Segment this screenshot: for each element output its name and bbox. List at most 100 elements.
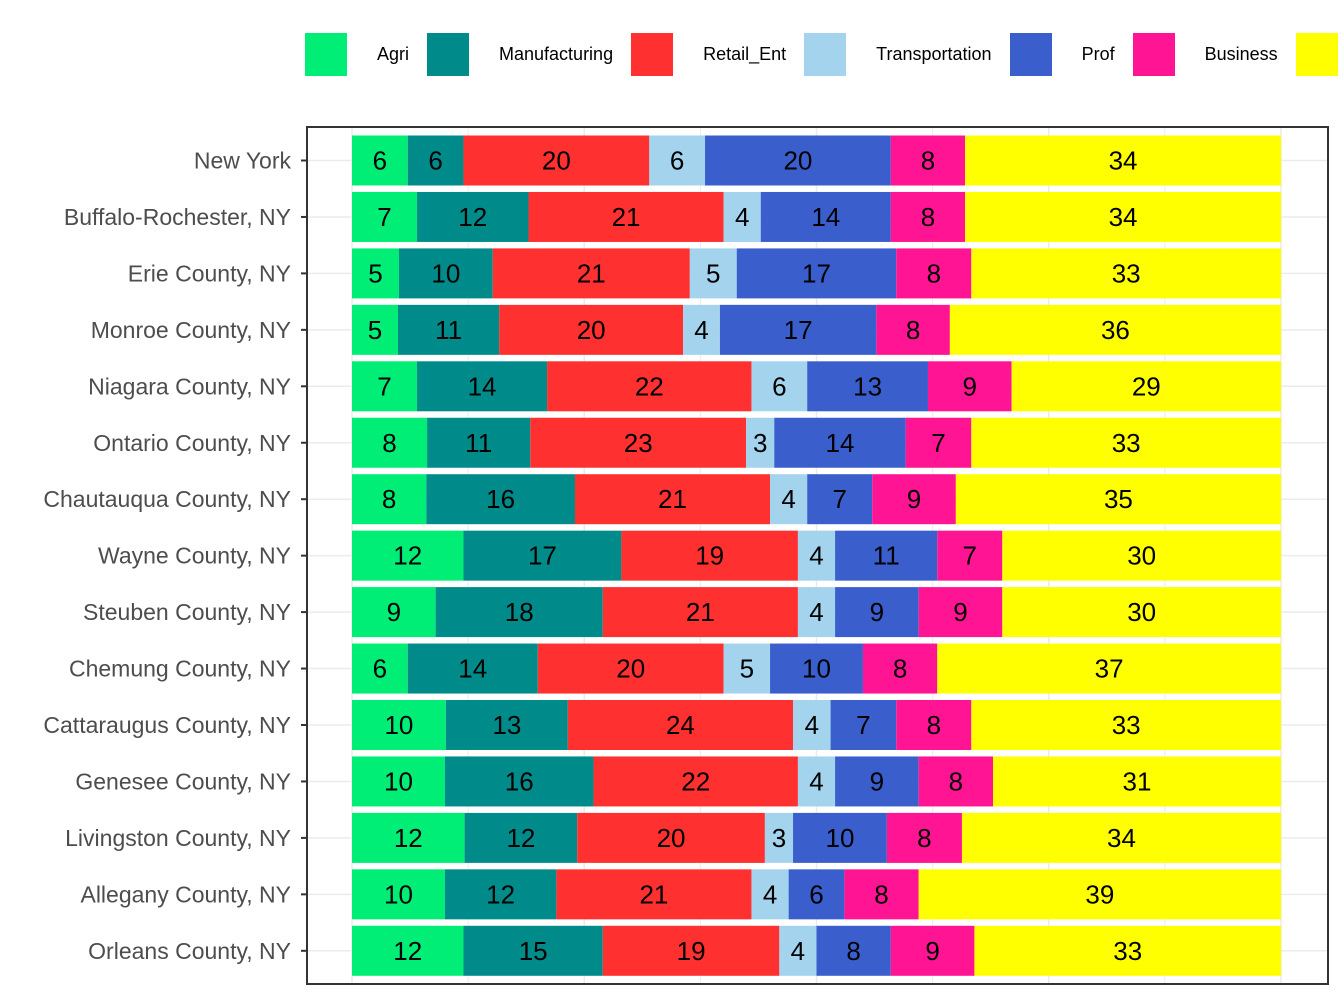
data-label: 9 [953,597,967,627]
bar-segment [779,925,817,976]
data-label: 13 [853,371,882,401]
data-label: 36 [1101,315,1130,345]
y-tick-label: Orleans County, NY [88,938,291,964]
data-label: 33 [1112,710,1141,740]
data-label: 12 [486,879,515,909]
bar-segment [407,643,538,694]
bar-segment [927,361,1012,412]
y-tick-label: Ontario County, NY [93,430,291,456]
bar-segment [719,304,877,355]
data-label: 34 [1107,823,1136,853]
bar-segment [751,869,789,920]
legend-item: Manufacturing [427,33,613,76]
bar-segment [463,925,603,976]
data-label: 8 [382,484,396,514]
data-label: 4 [809,766,823,796]
data-label: 24 [666,710,695,740]
bar-segment [974,925,1281,976]
data-label: 35 [1104,484,1133,514]
data-label: 4 [791,936,805,966]
bar-segment [764,812,794,863]
bar-segment [352,643,408,694]
data-label: 12 [394,823,423,853]
data-label: 9 [870,597,884,627]
bar-segment [816,925,891,976]
data-label: 17 [802,258,831,288]
data-label: 8 [917,823,931,853]
legend: Agri Manufacturing Retail_Ent Transportatio… [305,33,1344,76]
bar-segment [835,530,938,581]
data-label: 6 [428,146,442,176]
y-tick-label: Chautauqua County, NY [43,486,291,512]
bar-segment [760,191,891,242]
data-label: 19 [695,541,724,571]
bar-segment [602,925,780,976]
bar-segment [352,191,418,242]
data-label: 9 [963,371,977,401]
bar-segment [949,304,1281,355]
bar-segment [577,812,765,863]
legend-label: Prof [1081,44,1115,64]
legend-label: Retail_Ent [703,44,787,64]
data-label: 20 [542,146,571,176]
data-label: 21 [577,258,606,288]
data-label: 39 [1085,879,1114,909]
data-label: 4 [694,315,708,345]
data-label: 6 [772,371,786,401]
data-label: 30 [1127,597,1156,627]
data-label: 5 [368,258,382,288]
bar-segment [444,869,557,920]
bar-segment [528,191,724,242]
data-label: 16 [505,766,534,796]
bar-segment [464,812,578,863]
data-label: 8 [874,879,888,909]
y-tick-label: Genesee County, NY [75,768,291,794]
bar-segment [547,361,752,412]
y-tick-label: Livingston County, NY [65,825,291,851]
data-label: 10 [825,823,854,853]
data-label: 3 [753,428,767,458]
panel-border [306,126,1329,985]
bar-segment [352,812,465,863]
bar-segment [397,304,500,355]
data-label: 21 [612,202,641,232]
bar-segment [593,756,798,807]
bar-segment [793,812,887,863]
bar-segment [352,417,428,468]
data-label: 22 [635,371,664,401]
bar-segment [807,474,873,525]
bar-segment [1002,587,1281,638]
bar-segment [398,248,493,299]
data-label: 10 [384,766,413,796]
bar-segment [463,530,622,581]
data-label: 8 [906,315,920,345]
y-tick-label: Erie County, NY [128,260,291,286]
bar-segment [844,869,919,920]
legend-label: Business [1204,44,1278,64]
bar-segment [876,304,950,355]
data-label: 6 [809,879,823,909]
data-label: 9 [925,936,939,966]
bar-segment [352,135,408,186]
data-label: 5 [368,315,382,345]
data-label: 13 [492,710,521,740]
legend-item: Prof [1009,33,1115,76]
bar-segment [723,643,771,694]
y-tick-label: Cattaraugus County, NY [43,712,291,738]
bar-segment [971,248,1281,299]
legend-label: Agri [377,44,410,64]
data-label: 10 [384,710,413,740]
bar-segment [955,474,1281,525]
bar-segment [1011,361,1281,412]
bar-segment [407,135,464,186]
bar-segment [774,417,906,468]
y-tick-label: Steuben County, NY [83,599,291,625]
bar-segment [705,135,891,186]
data-label: 9 [387,597,401,627]
bar-segment [352,587,436,638]
legend-label: Transportation [876,44,992,64]
bar-segment [905,417,972,468]
bar-segment [417,191,529,242]
data-label: 10 [802,654,831,684]
bar-segment [890,191,966,242]
